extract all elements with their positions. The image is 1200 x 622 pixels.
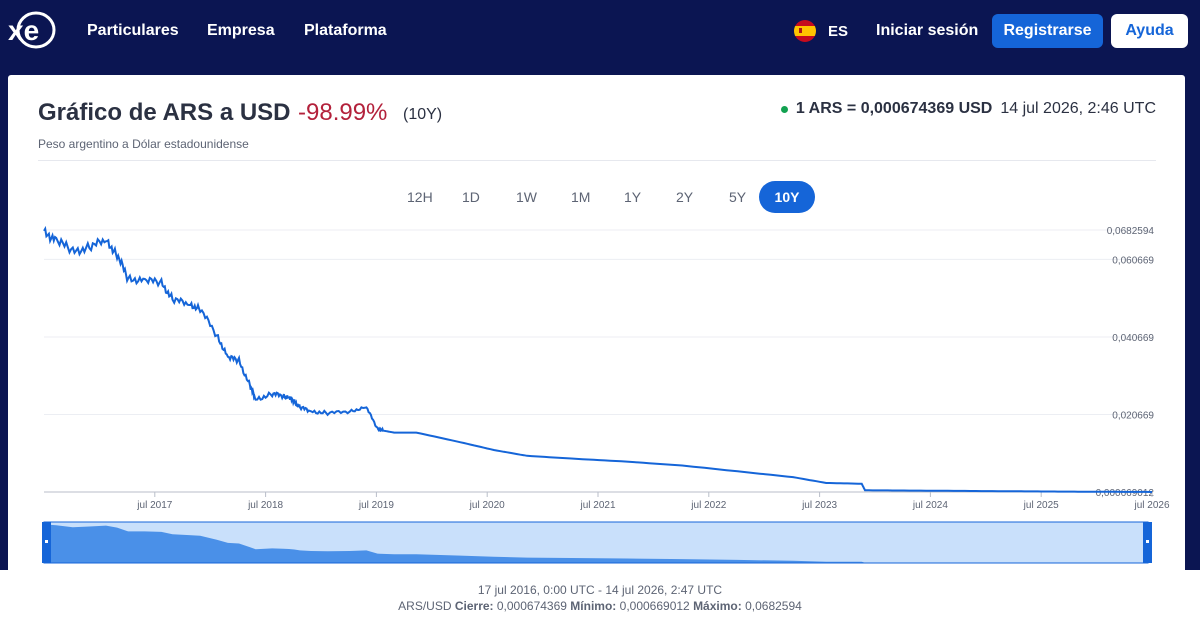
y-axis: 0,0682594 0,060669 0,040669 0,020669 0,00066… xyxy=(1096,226,1155,499)
x-tick-label: jul 2017 xyxy=(136,500,172,511)
max-value: 0,0682594 xyxy=(745,599,802,613)
navigator-grip-right-icon xyxy=(1146,540,1149,543)
period-label: (10Y) xyxy=(403,106,443,123)
live-rate: 1 ARS = 0,000674369 USD 14 jul 2026, 2:4… xyxy=(780,100,1156,118)
x-tick-label: jul 2025 xyxy=(1023,500,1059,511)
close-label: Cierre: xyxy=(454,599,494,613)
close-value: 0,000674369 xyxy=(496,599,567,613)
range-5y[interactable]: 5Y xyxy=(715,181,760,213)
page-title: Gráfico de ARS a USD xyxy=(38,99,291,126)
nav-plataforma[interactable]: Plataforma xyxy=(304,22,387,39)
signin-link[interactable]: Iniciar sesión xyxy=(876,22,979,39)
y-tick-label: 0,000669012 xyxy=(1096,488,1155,499)
divider xyxy=(38,160,1156,161)
range-12h[interactable]: 12H xyxy=(393,181,447,213)
x-tick-label: jul 2018 xyxy=(247,500,283,511)
percent-change: -98.99% xyxy=(298,99,388,126)
range-1m[interactable]: 1M xyxy=(557,181,604,213)
rate-value: 1 ARS = 0,000674369 USD xyxy=(795,100,993,117)
chart-gridlines xyxy=(44,229,1152,493)
pair-label: ARS/USD xyxy=(398,599,452,613)
nav-empresa[interactable]: Empresa xyxy=(207,22,275,39)
x-tick-label: jul 2020 xyxy=(469,500,505,511)
help-button[interactable]: Ayuda xyxy=(1111,14,1188,48)
x-tick-label: jul 2024 xyxy=(912,500,948,511)
x-tick-label: jul 2026 xyxy=(1133,500,1169,511)
summary-stats: ARS/USD Cierre: 0,000674369 Mínimo: 0,00… xyxy=(0,598,1200,614)
max-label: Máximo: xyxy=(693,599,742,613)
live-dot-icon xyxy=(780,105,788,113)
register-button[interactable]: Registrarse xyxy=(992,14,1103,48)
navigator-area xyxy=(44,524,1152,563)
range-2y[interactable]: 2Y xyxy=(662,181,707,213)
y-tick-label: 0,060669 xyxy=(1112,255,1154,266)
nav-particulares[interactable]: Particulares xyxy=(87,22,179,39)
language-selector[interactable]: ES xyxy=(794,20,848,42)
range-1w[interactable]: 1W xyxy=(502,181,551,213)
rate-line xyxy=(43,225,1153,493)
time-range-selector: 12H 1D 1W 1M 1Y 2Y 5Y 10Y xyxy=(8,181,1185,213)
y-tick-label: 0,040669 xyxy=(1112,333,1154,344)
x-tick-label: jul 2022 xyxy=(690,500,726,511)
svg-text:xe: xe xyxy=(8,15,39,46)
navigator-grip-left-icon xyxy=(45,540,48,543)
x-tick-label: jul 2023 xyxy=(801,500,837,511)
range-1d[interactable]: 1D xyxy=(448,181,494,213)
date-range: 17 jul 2016, 0:00 UTC - 14 jul 2026, 2:4… xyxy=(477,583,723,597)
range-1y[interactable]: 1Y xyxy=(610,181,655,213)
xe-logo[interactable]: xe xyxy=(6,9,56,51)
x-axis: jul 2017 jul 2018 jul 2019 jul 2020 jul 2021… xyxy=(44,491,1170,511)
min-label: Mínimo: xyxy=(570,599,617,613)
spain-flag-icon xyxy=(794,20,816,42)
x-tick-label: jul 2019 xyxy=(358,500,394,511)
min-value: 0,000669012 xyxy=(619,599,690,613)
language-code: ES xyxy=(828,22,849,40)
currency-pair-subtitle: Peso argentino a Dólar estadounidense xyxy=(38,137,249,151)
x-tick-label: jul 2021 xyxy=(579,500,615,511)
y-tick-label: 0,020669 xyxy=(1112,410,1154,421)
chart-summary: 17 jul 2016, 0:00 UTC - 14 jul 2026, 2:4… xyxy=(0,582,1200,614)
y-tick-label: 0,0682594 xyxy=(1107,226,1155,237)
range-10y[interactable]: 10Y xyxy=(759,181,815,213)
top-navbar: xe Particulares Empresa Plataforma ES In… xyxy=(0,0,1200,66)
range-navigator[interactable] xyxy=(42,521,1152,564)
rate-timestamp: 14 jul 2026, 2:46 UTC xyxy=(1000,100,1156,117)
exchange-rate-chart[interactable]: 0,0682594 0,060669 0,040669 0,020669 0,00066… xyxy=(0,222,1200,567)
